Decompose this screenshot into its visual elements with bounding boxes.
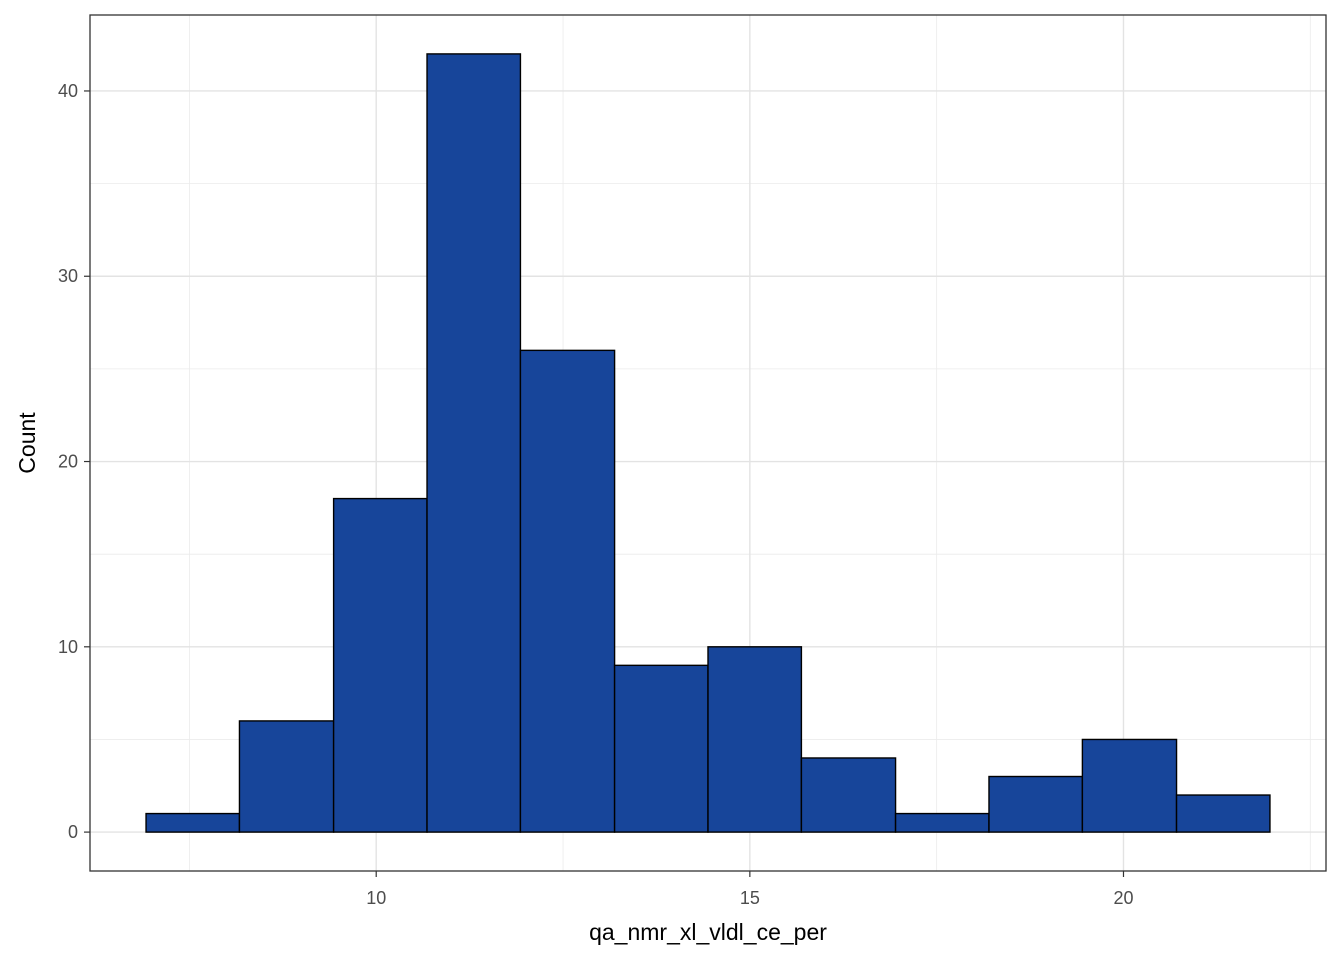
histogram-bar: [894, 812, 990, 833]
y-tick-label: 20: [58, 452, 78, 472]
y-tick-label: 30: [58, 266, 78, 286]
y-tick-label: 40: [58, 81, 78, 101]
histogram-bar: [707, 646, 803, 833]
x-tick-label: 20: [1113, 888, 1133, 908]
histogram-bar: [1081, 738, 1178, 833]
histogram-bar: [800, 757, 897, 833]
histogram-bar: [238, 720, 335, 833]
histogram-bar: [519, 349, 616, 833]
x-tick-label: 15: [740, 888, 760, 908]
y-tick-label: 10: [58, 637, 78, 657]
histogram-bar: [1175, 794, 1271, 833]
x-tick-label: 10: [366, 888, 386, 908]
histogram-bar: [613, 664, 709, 833]
y-axis: 0 10 20 30 40: [58, 81, 90, 842]
histogram-bar: [332, 497, 428, 833]
panel-border: [89, 14, 1327, 872]
y-tick-label: 0: [68, 822, 78, 842]
y-axis-title: Count: [14, 412, 40, 474]
x-axis: 10 15 20: [366, 871, 1134, 908]
histogram-bar: [988, 775, 1084, 833]
histogram-bar: [426, 53, 522, 833]
histogram-bar: [145, 812, 241, 833]
histogram-bars: [145, 53, 1271, 833]
x-axis-title: qa_nmr_xl_vldl_ce_per: [589, 919, 827, 945]
